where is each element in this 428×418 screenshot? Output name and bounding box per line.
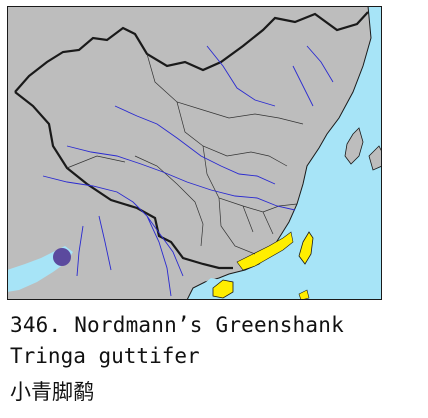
range-coastal-yellow xyxy=(236,231,294,271)
map-svg xyxy=(7,6,382,300)
range-map xyxy=(7,6,382,300)
national-border xyxy=(14,11,369,270)
chinese-name: 小青脚鹬 xyxy=(10,380,94,404)
rivers xyxy=(42,45,334,297)
land-korea xyxy=(344,127,364,165)
province-borders xyxy=(66,53,304,255)
land-mass xyxy=(7,6,372,300)
island-taiwan xyxy=(298,231,314,265)
island-small xyxy=(298,289,310,300)
range-wintering-spot xyxy=(53,248,71,266)
map-border xyxy=(7,6,382,300)
land-japan xyxy=(368,145,382,171)
island-hainan xyxy=(212,279,234,299)
species-number-and-name: 346. Nordmann’s Greenshank xyxy=(10,313,344,337)
scientific-name: Tringa guttifer xyxy=(10,344,200,368)
